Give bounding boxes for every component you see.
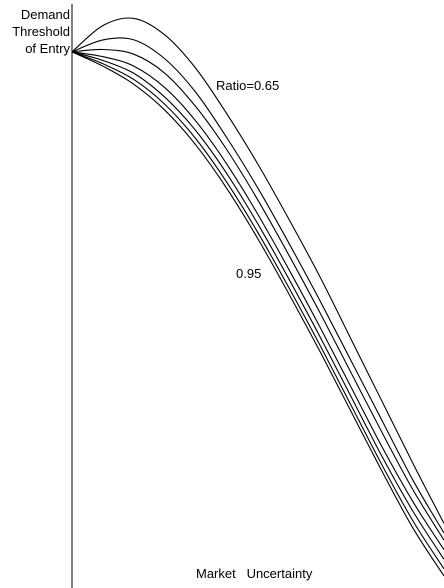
series-line-3 xyxy=(71,48,444,541)
y-axis-label-line-3: of Entry xyxy=(25,41,70,56)
series-line-6 xyxy=(71,51,444,570)
x-axis-label: Market Uncertainty xyxy=(196,566,313,581)
annotation-ratio-bottom: 0.95 xyxy=(236,266,261,281)
annotation-ratio-top: Ratio=0.65 xyxy=(216,78,279,93)
series-line-1 xyxy=(71,17,444,524)
series-line-4 xyxy=(71,51,444,550)
y-axis-label-line-2: Threshold xyxy=(12,24,70,39)
series-line-7 xyxy=(71,51,444,577)
series-group xyxy=(71,17,444,577)
y-axis-label-line-1: Demand xyxy=(21,7,70,22)
series-line-2 xyxy=(71,37,444,534)
series-line-5 xyxy=(71,51,444,560)
